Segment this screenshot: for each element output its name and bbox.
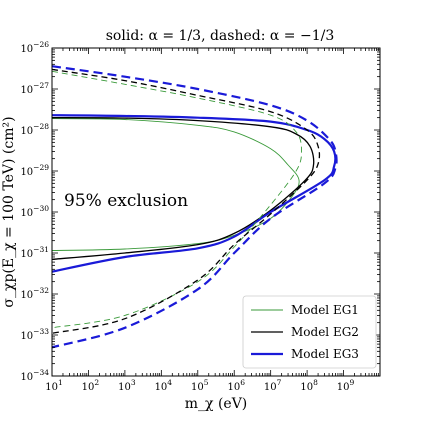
y-tick-label: 10−28 <box>20 122 49 137</box>
legend: Model EG1 Model EG2 Model EG3 <box>242 295 377 369</box>
curve-series-dashed <box>51 70 302 329</box>
y-tick-label: 10−34 <box>20 368 49 383</box>
x-tick-label: 108 <box>300 378 318 393</box>
y-tick-label: 10−33 <box>20 327 49 342</box>
curve-model-eg3-solid <box>51 114 337 273</box>
y-tick-label: 10−30 <box>20 204 49 219</box>
x-tick-label: 103 <box>118 378 136 393</box>
legend-label: Model EG1 <box>291 303 359 317</box>
x-tick-label: 101 <box>45 378 63 393</box>
y-axis-label: σ_χp(E_χ = 100 TeV) (cm²) <box>1 116 17 307</box>
y-tick-label: 10−31 <box>20 245 49 260</box>
legend-label: Model EG3 <box>291 347 359 361</box>
curve-series-dashed <box>51 68 321 334</box>
legend-box <box>242 295 377 369</box>
y-tick-label: 10−27 <box>20 81 49 96</box>
y-tick-label: 10−32 <box>20 286 49 301</box>
exclusion-annotation: 95% exclusion <box>64 191 188 211</box>
x-tick-label: 104 <box>155 378 173 393</box>
x-tick-label: 109 <box>337 378 355 393</box>
y-tick-label: 10−29 <box>20 163 49 178</box>
x-tick-label: 107 <box>264 378 282 393</box>
curve-model-eg2-solid <box>51 117 315 261</box>
y-tick-label: 10−26 <box>20 40 49 55</box>
legend-label: Model EG2 <box>291 325 359 339</box>
curves-group <box>51 65 338 349</box>
x-axis-label: m_χ (eV) <box>185 396 248 412</box>
plot-frame <box>51 47 381 377</box>
x-tick-label: 102 <box>82 378 100 393</box>
curve-model-eg1-solid <box>51 118 300 251</box>
x-tick-label: 106 <box>227 378 245 393</box>
x-tick-label: 105 <box>191 378 209 393</box>
chart-title: solid: α = 1/3, dashed: α = −1/3 <box>106 28 334 44</box>
curve-series-dashed <box>51 65 338 349</box>
